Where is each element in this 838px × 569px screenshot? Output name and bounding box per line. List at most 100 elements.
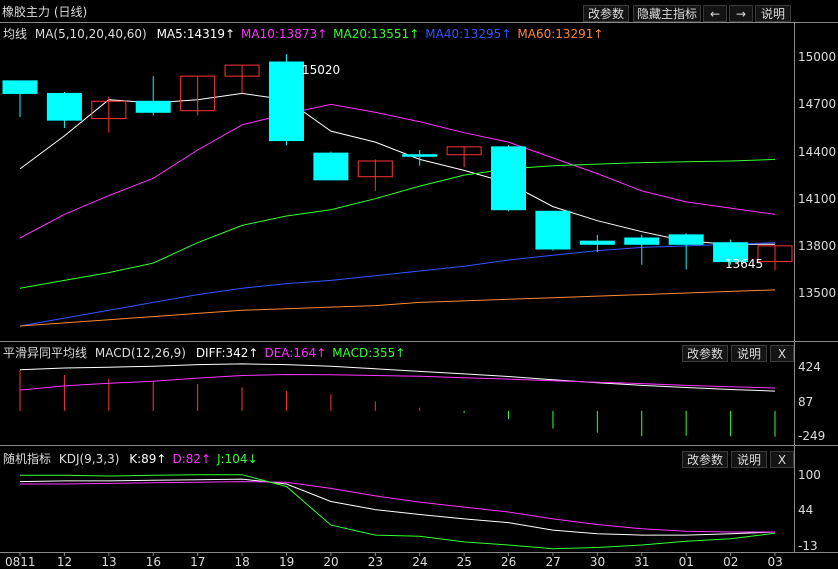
- x-axis-label: 30: [589, 555, 606, 569]
- candle-body: [713, 242, 749, 263]
- candle-body: [313, 152, 349, 181]
- ma-params: MA(5,10,20,40,60): [34, 27, 147, 41]
- candle-body: [357, 160, 393, 178]
- x-axis-label: 31: [634, 555, 650, 569]
- next-arrow-button[interactable]: →: [729, 5, 753, 22]
- ma-y-tick: 14700: [798, 97, 837, 112]
- high-price-label: 15020: [302, 63, 341, 77]
- kdj-header: 随机指标 KDJ(9,3,3) K:89↑ D:82↑ J:104↓: [3, 450, 258, 468]
- kdj-y-tick: 44: [798, 503, 814, 518]
- macd-change-params-button[interactable]: 改参数: [682, 345, 728, 362]
- macd-help-button[interactable]: 说明: [731, 345, 767, 362]
- yaxis-divider: [794, 22, 795, 552]
- xaxis-divider: [0, 552, 838, 553]
- candle-body: [579, 240, 615, 245]
- macd-header: 平滑异同平均线 MACD(12,26,9) DIFF:342↑ DEA:164↑ M…: [3, 344, 405, 362]
- ma-y-tick: 14400: [798, 144, 837, 159]
- ma-line-ma10: [19, 103, 776, 239]
- ma-line-ma40: [19, 242, 776, 327]
- candle-body: [224, 64, 260, 77]
- x-axis-label: 17: [190, 555, 206, 569]
- macd-indicator-dea: DEA:164↑: [264, 346, 327, 360]
- candle-body: [491, 146, 527, 211]
- kdj-close-button[interactable]: X: [770, 451, 794, 468]
- macd-close-button[interactable]: X: [770, 345, 794, 362]
- x-axis-label: 24: [412, 555, 428, 569]
- ma-header: 均线 MA(5,10,20,40,60) MA5:14319↑ MA10:1387…: [3, 25, 603, 43]
- candle-body: [46, 92, 82, 121]
- x-axis-label: 26: [501, 555, 517, 569]
- kdj-indicator-j: J:104↓: [217, 452, 258, 466]
- x-axis-label: 16: [145, 555, 162, 569]
- candle-body: [668, 234, 704, 245]
- kdj-y-tick: 100: [798, 468, 821, 483]
- low-price-label: 13645: [725, 257, 764, 271]
- ma-indicator-ma5: MA5:14319↑: [156, 27, 236, 41]
- candle-body: [402, 154, 438, 157]
- macd-indicator-diff: DIFF:342↑: [195, 346, 259, 360]
- candle-body: [180, 75, 216, 112]
- candle-body: [91, 100, 127, 120]
- kdj-divider: [0, 445, 838, 446]
- ma-line-ma5: [19, 92, 775, 245]
- help-button[interactable]: 说明: [755, 5, 791, 22]
- candle-body: [2, 80, 38, 94]
- ma-label: 均线: [3, 27, 28, 41]
- kdj-help-button[interactable]: 说明: [731, 451, 767, 468]
- x-axis-label: 20: [323, 555, 339, 569]
- macd-indicator-group: DIFF:342↑ DEA:164↑ MACD:355↑: [190, 346, 405, 360]
- x-axis-label: 12: [56, 555, 73, 569]
- kdj-params: KDJ(9,3,3): [58, 452, 120, 466]
- x-axis-label: 18: [234, 555, 250, 569]
- kdj-d-line: [20, 481, 775, 533]
- ma-y-tick: 15000: [798, 50, 837, 65]
- ma-y-tick: 13800: [798, 238, 837, 253]
- x-axis-label: 25: [456, 555, 472, 569]
- candle-body: [624, 237, 660, 245]
- macd-diff-line: [19, 363, 776, 392]
- hide-main-indicator-button[interactable]: 隐藏主指标: [633, 5, 701, 22]
- x-axis-label: 03: [767, 555, 783, 569]
- change-params-button[interactable]: 改参数: [583, 5, 629, 22]
- macd-y-tick: 424: [798, 359, 821, 374]
- candle-body: [535, 210, 571, 250]
- kdj-indicator-group: K:89↑ D:82↑ J:104↓: [123, 452, 257, 466]
- ma-line-ma20: [19, 158, 776, 289]
- kdj-change-params-button[interactable]: 改参数: [682, 451, 728, 468]
- x-axis-label: 01: [678, 555, 694, 569]
- kdj-indicator-d: D:82↑: [172, 452, 212, 466]
- candle-body: [135, 100, 171, 113]
- ma-indicator-ma20: MA20:13551↑: [333, 27, 420, 41]
- x-axis-label: 19: [278, 555, 295, 569]
- x-axis-label: 23: [367, 555, 384, 569]
- x-axis-label: 0811: [5, 555, 36, 569]
- macd-label: 平滑异同平均线: [3, 346, 88, 360]
- candle-body: [757, 245, 793, 263]
- window-title: 橡胶主力 (日线): [2, 5, 88, 19]
- kdj-indicator-k: K:89↑: [129, 452, 167, 466]
- x-axis-label: 13: [101, 555, 117, 569]
- macd-dea-line: [19, 373, 776, 391]
- ma-y-tick: 13500: [798, 286, 837, 300]
- kdj-k-line: [19, 478, 776, 536]
- ma-line-ma60: [19, 289, 776, 327]
- prev-arrow-button[interactable]: ←: [703, 5, 727, 22]
- kdj-label: 随机指标: [3, 452, 52, 466]
- kdj-y-tick: -13: [798, 538, 818, 553]
- candle-body: [446, 146, 482, 156]
- x-axis-label: 02: [723, 555, 739, 569]
- ma-indicator-group: MA5:14319↑ MA10:13873↑ MA20:13551↑ MA40:132…: [151, 27, 604, 41]
- macd-y-tick: -249: [798, 429, 826, 443]
- ma-indicator-ma40: MA40:13295↑: [425, 27, 512, 41]
- macd-params: MACD(12,26,9): [94, 346, 186, 360]
- candle-body: [268, 61, 304, 142]
- ma-y-tick: 14100: [798, 191, 837, 206]
- macd-indicator-macd: MACD:355↑: [332, 346, 406, 360]
- x-axis-label: 27: [545, 555, 561, 569]
- ma-indicator-ma10: MA10:13873↑: [241, 27, 328, 41]
- ma-indicator-ma60: MA60:13291↑: [517, 27, 604, 41]
- macd-divider: [0, 341, 838, 342]
- kdj-j-line: [20, 474, 776, 550]
- title-divider: [0, 22, 838, 23]
